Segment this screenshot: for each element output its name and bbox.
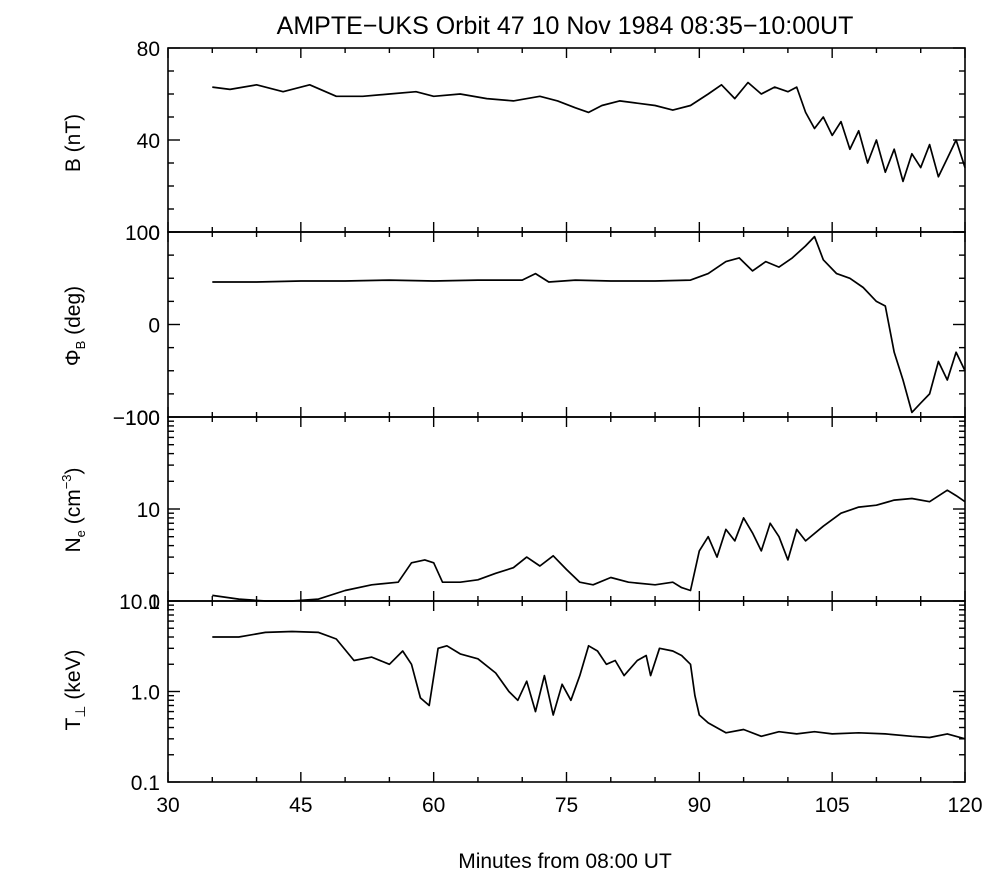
y-label-ne-symbol: N bbox=[62, 537, 85, 552]
x-tick-labels: 30 45 60 75 90 105 120 bbox=[156, 794, 982, 817]
data-series-line bbox=[212, 235, 966, 414]
data-series-line bbox=[212, 81, 966, 183]
x-tick-label: 30 bbox=[156, 794, 179, 817]
y-tick-label: 100 bbox=[125, 222, 160, 245]
y-label-phi-unit: (deg) bbox=[62, 286, 85, 341]
y-label-ne: Ne (cm−3) bbox=[59, 467, 88, 552]
x-tick-label: 120 bbox=[947, 794, 982, 817]
y-label-ne-unit: (cm bbox=[62, 489, 85, 530]
y-label-ne-sub: e bbox=[73, 530, 88, 537]
y-tick-label: 10.0 bbox=[119, 591, 160, 614]
x-tick-label: 45 bbox=[289, 794, 312, 817]
y-label-ne-sup: −3 bbox=[59, 474, 74, 489]
x-tick-label: 105 bbox=[815, 794, 850, 817]
panel-frame bbox=[167, 416, 966, 602]
y-tick-label: 1.0 bbox=[131, 682, 160, 705]
data-series-line bbox=[212, 630, 966, 740]
y-label-b: B (nT) bbox=[62, 114, 85, 172]
y-tick-label: 100 bbox=[125, 407, 160, 430]
y-tick-label: 10 bbox=[137, 499, 160, 522]
y-label-t-perp: T⊥ (keV) bbox=[62, 649, 88, 730]
x-tick-label: 90 bbox=[688, 794, 711, 817]
y-label-phi-sub: B bbox=[73, 341, 88, 350]
y-label-phi-symbol: Φ bbox=[62, 349, 85, 366]
y-label-t-unit: (keV) bbox=[62, 649, 85, 705]
y-tick-label: 0 bbox=[148, 315, 160, 338]
panel-t-perp: 0.1 1.0 10.0 bbox=[119, 591, 966, 795]
panel-b-field: 0 40 80 bbox=[137, 38, 966, 245]
y-label-b-text: B (nT) bbox=[62, 114, 85, 172]
y-tick-label: 0.1 bbox=[131, 772, 160, 795]
y-label-ne-close: ) bbox=[62, 467, 85, 474]
panel-frame bbox=[167, 231, 966, 418]
y-tick-label: 0 bbox=[148, 222, 160, 245]
y-tick-label: −100 bbox=[113, 407, 160, 430]
y-label-phi-b: ΦB (deg) bbox=[62, 286, 88, 366]
y-tick-label: 40 bbox=[137, 130, 160, 153]
x-tick-label: 60 bbox=[422, 794, 445, 817]
figure-title: AMPTE−UKS Orbit 47 10 Nov 1984 08:35−10:… bbox=[277, 12, 854, 40]
y-tick-label: 1 bbox=[148, 591, 160, 614]
panel-ne-density: 1 10 100 bbox=[125, 407, 966, 614]
x-tick-label: 75 bbox=[555, 794, 578, 817]
data-series-line bbox=[212, 489, 966, 602]
x-axis-label: Minutes from 08:00 UT bbox=[458, 850, 672, 873]
y-label-t-sub: ⊥ bbox=[72, 705, 88, 717]
panel-frame bbox=[167, 47, 966, 233]
y-tick-label: 80 bbox=[137, 38, 160, 61]
y-label-t-symbol: T bbox=[62, 718, 85, 731]
